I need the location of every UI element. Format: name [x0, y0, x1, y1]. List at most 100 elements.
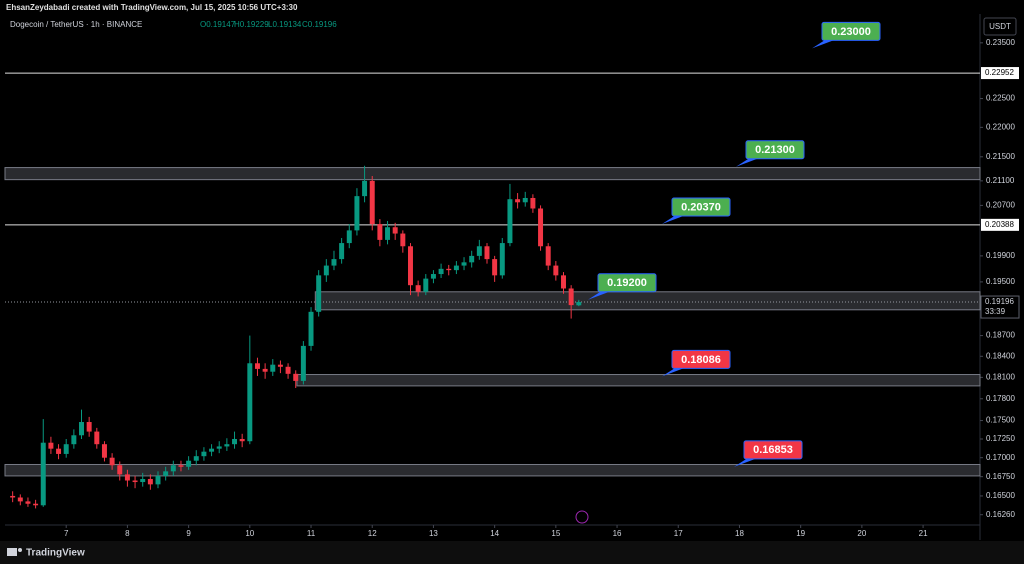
y-tick-label: 0.18400: [986, 351, 1015, 360]
candle-body: [476, 246, 482, 256]
y-tick-label: 0.17500: [986, 416, 1015, 425]
candle-body: [392, 227, 398, 234]
candle-body: [499, 243, 505, 276]
x-tick-label: 11: [307, 529, 316, 538]
callout-pointer: [662, 214, 686, 224]
candle-body: [232, 438, 238, 445]
level-price-label: 0.22952: [985, 68, 1014, 77]
countdown: 33:39: [985, 307, 1006, 316]
y-tick-label: 0.19500: [986, 277, 1015, 286]
candle-body: [63, 444, 69, 454]
symbol: Dogecoin / TetherUS · 1h · BINANCE: [10, 20, 142, 29]
candle-body: [79, 422, 84, 436]
candle-body: [461, 262, 467, 266]
candle-body: [545, 246, 551, 266]
callout-pointer: [588, 290, 612, 300]
x-tick-label: 18: [735, 529, 744, 538]
candle-body: [155, 475, 161, 485]
x-tick-label: 8: [125, 529, 130, 538]
candle-body: [124, 474, 130, 481]
candle-body: [453, 265, 459, 271]
zone: [296, 374, 981, 387]
candle-body: [553, 265, 559, 276]
x-tick-label: 7: [64, 529, 69, 538]
candle-body: [346, 230, 352, 244]
candle-body: [308, 311, 314, 346]
candle-body: [17, 497, 23, 502]
x-tick-label: 14: [490, 529, 499, 538]
candle-body: [247, 363, 253, 442]
candle-body: [117, 465, 123, 475]
y-tick-label: 0.18100: [986, 372, 1015, 381]
candle-body: [522, 197, 528, 203]
y-tick-label: 0.17250: [986, 434, 1015, 443]
y-tick-label: 0.18700: [986, 331, 1015, 340]
x-tick-label: 21: [919, 529, 928, 538]
candle-body: [262, 368, 268, 372]
candle-body: [216, 446, 222, 449]
x-tick-label: 20: [857, 529, 866, 538]
candle-body: [178, 465, 184, 467]
footer: [0, 541, 1024, 564]
y-tick-label: 0.20700: [986, 200, 1015, 209]
candle-body: [377, 224, 383, 240]
y-tick-label: 0.21500: [986, 152, 1015, 161]
callout-box: [671, 197, 731, 217]
y-tick-label: 0.16750: [986, 472, 1015, 481]
y-tick-label: 0.17000: [986, 453, 1015, 462]
callout-box: [745, 140, 805, 160]
callout-box: [671, 349, 731, 369]
candle-body: [316, 275, 322, 312]
candle-body: [270, 364, 276, 372]
callout-box: [597, 273, 657, 293]
candle-body: [239, 438, 245, 442]
candle-body: [33, 503, 39, 506]
candle-body: [170, 465, 176, 472]
zone: [314, 291, 981, 311]
candle-body: [576, 302, 582, 306]
candle-body: [94, 431, 100, 445]
x-tick-label: 9: [186, 529, 191, 538]
callout-pointer: [662, 367, 686, 377]
candle-body: [507, 199, 513, 244]
candle-body: [492, 259, 498, 276]
candle-body: [285, 366, 291, 374]
candle-body: [277, 364, 283, 367]
candle-body: [147, 478, 153, 485]
y-tick-label: 0.21100: [986, 176, 1015, 185]
last-price-box: [980, 295, 1020, 319]
currency: USDT: [989, 22, 1011, 31]
ohlc-value: O0.19147: [200, 20, 236, 29]
candle-body: [86, 422, 92, 432]
candle-body: [568, 288, 574, 306]
level-price-box: [981, 67, 1019, 80]
ohlc-value: C0.19196: [302, 20, 337, 29]
callout-label: 0.20370: [681, 201, 721, 213]
zone: [4, 463, 981, 477]
zone: [4, 167, 981, 181]
ohlc-value: H0.19229: [234, 20, 269, 29]
candle-body: [331, 259, 337, 266]
ohlc-value: L0.19134: [268, 20, 302, 29]
candle-body: [362, 180, 368, 197]
candle-body: [438, 268, 444, 275]
candle-body: [469, 255, 475, 263]
level-price-label: 0.20388: [985, 220, 1014, 229]
candle-body: [25, 501, 31, 504]
candle-body: [40, 442, 46, 506]
y-tick-label: 0.22000: [986, 122, 1015, 131]
callout-pointer: [812, 39, 836, 49]
candle-body: [201, 451, 207, 457]
candle-body: [561, 275, 566, 289]
candle-body: [224, 444, 230, 447]
callout-box: [821, 21, 881, 41]
callout-label: 0.19200: [607, 277, 647, 289]
last-price-label: 0.19196: [985, 297, 1014, 306]
candle-body: [48, 442, 54, 449]
x-tick-label: 12: [368, 529, 377, 538]
event-icon: [575, 510, 589, 524]
x-tick-label: 10: [245, 529, 254, 538]
x-tick-label: 17: [674, 529, 683, 538]
